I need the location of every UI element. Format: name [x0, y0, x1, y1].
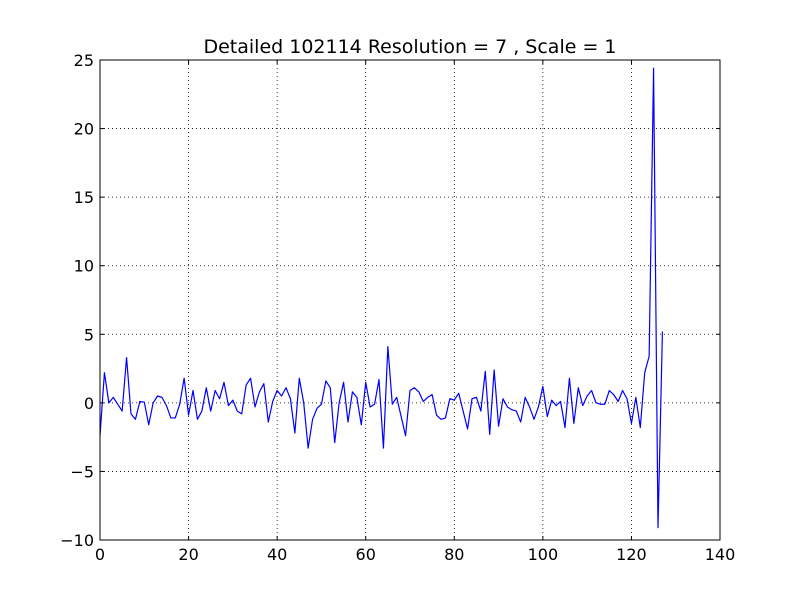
y-tick-label: −5: [70, 462, 94, 481]
plot-frame: [99, 59, 721, 541]
y-tick-labels: −10 −5 0 5 10 15 20 25: [60, 51, 94, 550]
chart-title: Detailed 102114 Resolution = 7 , Scale =…: [203, 36, 616, 58]
y-tick-label: −10: [60, 531, 94, 550]
tick-layer: [99, 59, 721, 541]
series-layer: [99, 67, 664, 529]
x-tick-label: 100: [528, 545, 559, 564]
y-tick-label: 5: [84, 325, 94, 344]
x-tick-label: 60: [356, 545, 376, 564]
x-tick-label: 120: [616, 545, 647, 564]
x-tick-label: 40: [267, 545, 287, 564]
y-tick-label: 20: [74, 120, 94, 139]
x-tick-label: 80: [444, 545, 464, 564]
grid-layer: [100, 60, 720, 540]
x-tick-label: 140: [705, 545, 736, 564]
y-tick-label: 15: [74, 188, 94, 207]
x-tick-labels: 0 20 40 60 80 100 120 140: [95, 545, 735, 564]
series-line: [99, 67, 664, 529]
y-tick-label: 10: [74, 257, 94, 276]
x-tick-label: 0: [95, 545, 105, 564]
y-tick-label: 25: [74, 51, 94, 70]
y-tick-label: 0: [84, 394, 94, 413]
x-tick-label: 20: [178, 545, 198, 564]
